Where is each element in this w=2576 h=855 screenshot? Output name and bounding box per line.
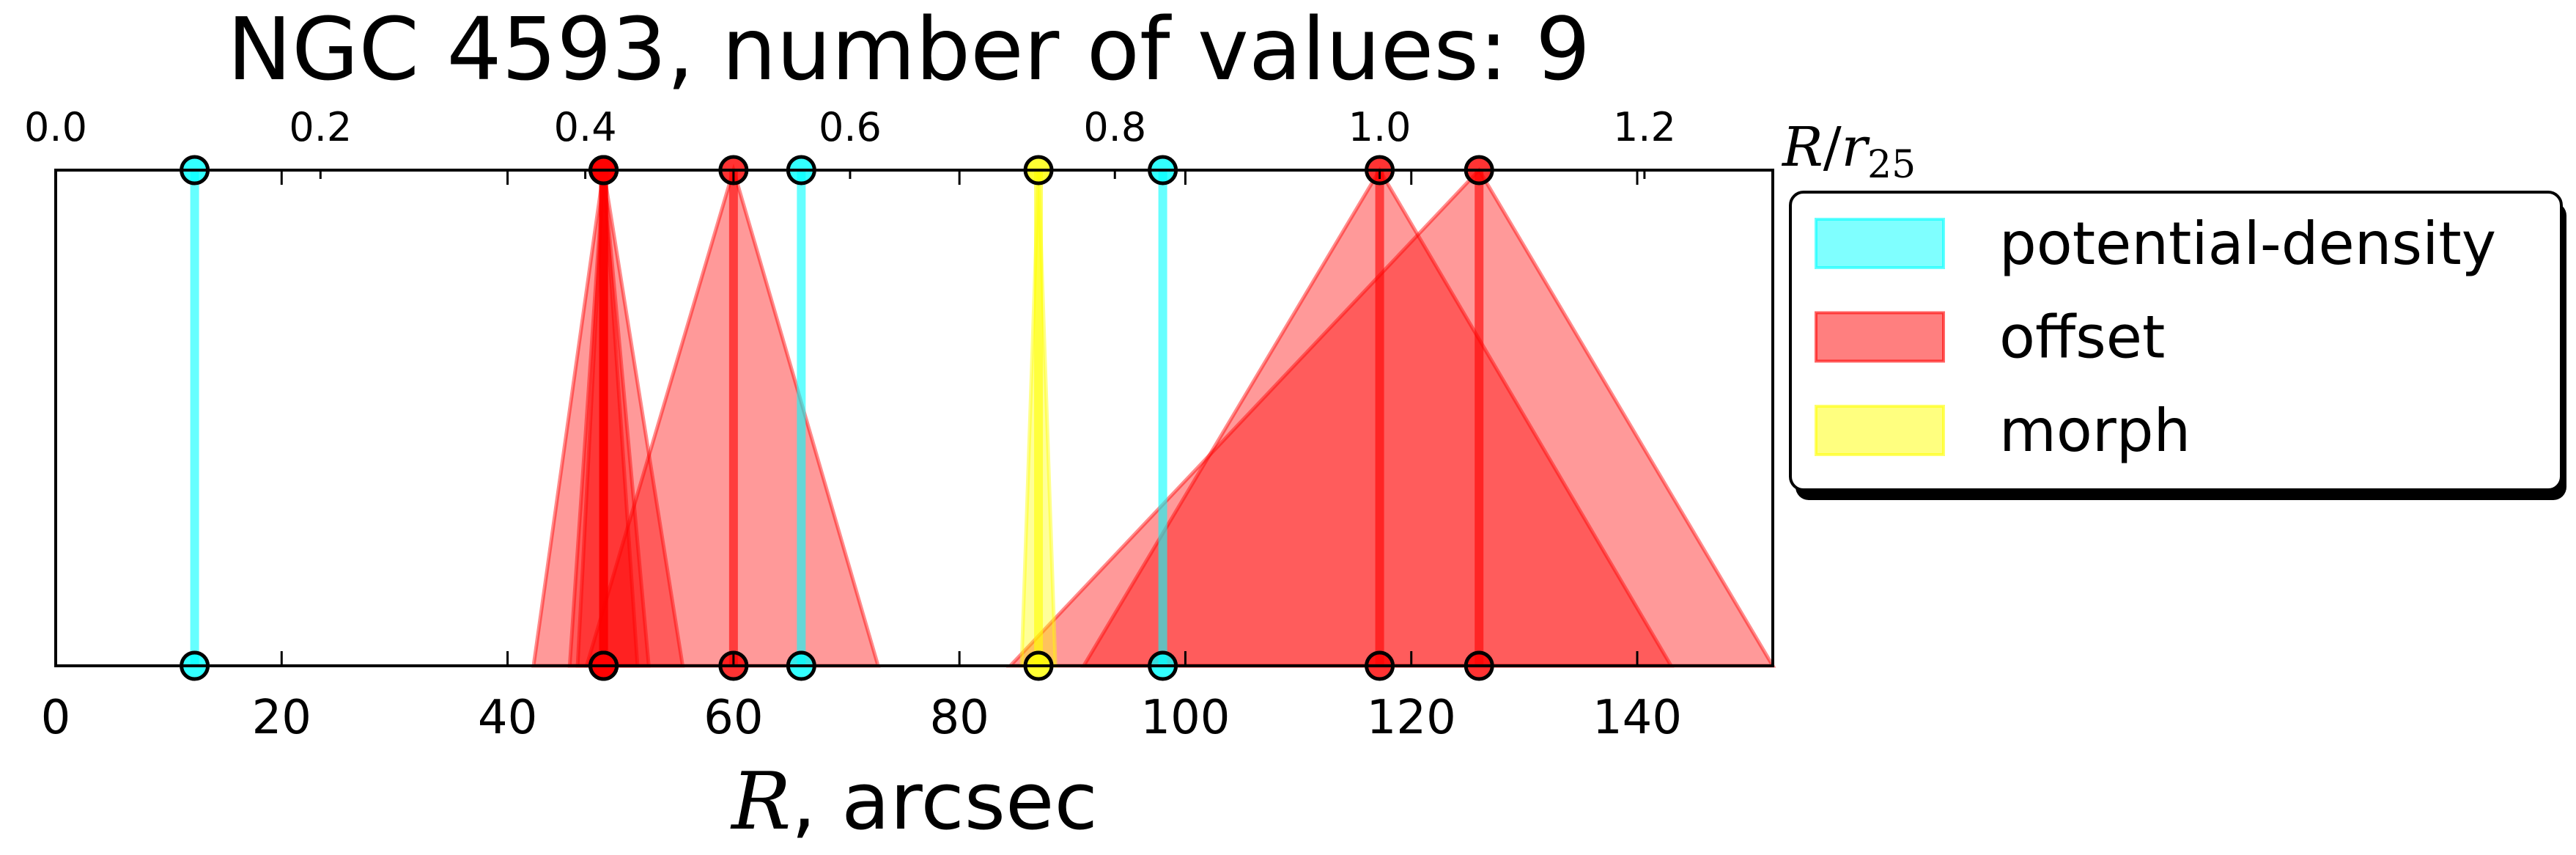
plot-frame xyxy=(54,169,1774,667)
legend-swatch-potential-density xyxy=(1815,218,1945,269)
x-axis-label-math: R xyxy=(730,756,791,848)
top-tick-label: 0.8 xyxy=(1083,104,1146,150)
x-tick-label: 20 xyxy=(252,691,311,745)
x-tick-label: 80 xyxy=(929,691,989,745)
top-tick-label: 0.6 xyxy=(819,104,882,150)
top-axis-label-r: R xyxy=(1781,116,1823,179)
bottom-axis: 0 20 40 60 80 100 120 140 xyxy=(41,170,1682,745)
legend-label-offset: offset xyxy=(1999,304,2165,372)
top-tick-label: 0.4 xyxy=(554,104,617,150)
legend-swatch-offset xyxy=(1815,311,1945,363)
top-tick-label: 1.2 xyxy=(1613,104,1676,150)
x-axis-label: R, arcsec xyxy=(730,756,1098,848)
top-axis-label-r25: r xyxy=(1842,116,1871,179)
legend: potential-density offset morph xyxy=(1789,191,2566,500)
x-axis-label-text: , arcsec xyxy=(791,756,1097,848)
x-tick-label: 140 xyxy=(1593,691,1682,745)
top-tick-label: 1.0 xyxy=(1348,104,1411,150)
legend-entries: potential-density offset morph xyxy=(1815,210,2496,465)
x-tick-label: 40 xyxy=(478,691,537,745)
top-tick-label: 0.2 xyxy=(289,104,352,150)
legend-label-potential-density: potential-density xyxy=(1999,210,2496,278)
x-tick-label: 60 xyxy=(704,691,763,745)
top-axis-label: R/r25 xyxy=(1781,116,1916,187)
top-tick-label: 0.0 xyxy=(24,104,87,150)
top-axis: 0.0 0.2 0.4 0.6 0.8 1.0 1.2 xyxy=(24,104,1676,179)
x-tick-label: 120 xyxy=(1367,691,1456,745)
legend-swatch-morph xyxy=(1815,405,1945,456)
plot-area xyxy=(180,155,1776,681)
top-axis-label-sub: 25 xyxy=(1867,143,1916,187)
x-tick-label: 0 xyxy=(41,691,71,745)
legend-box xyxy=(1789,191,2563,491)
legend-label-morph: morph xyxy=(1999,397,2191,465)
x-tick-label: 100 xyxy=(1140,691,1230,745)
chart-title: NGC 4593, number of values: 9 xyxy=(227,0,1590,100)
top-axis-label-slash: / xyxy=(1823,116,1842,179)
